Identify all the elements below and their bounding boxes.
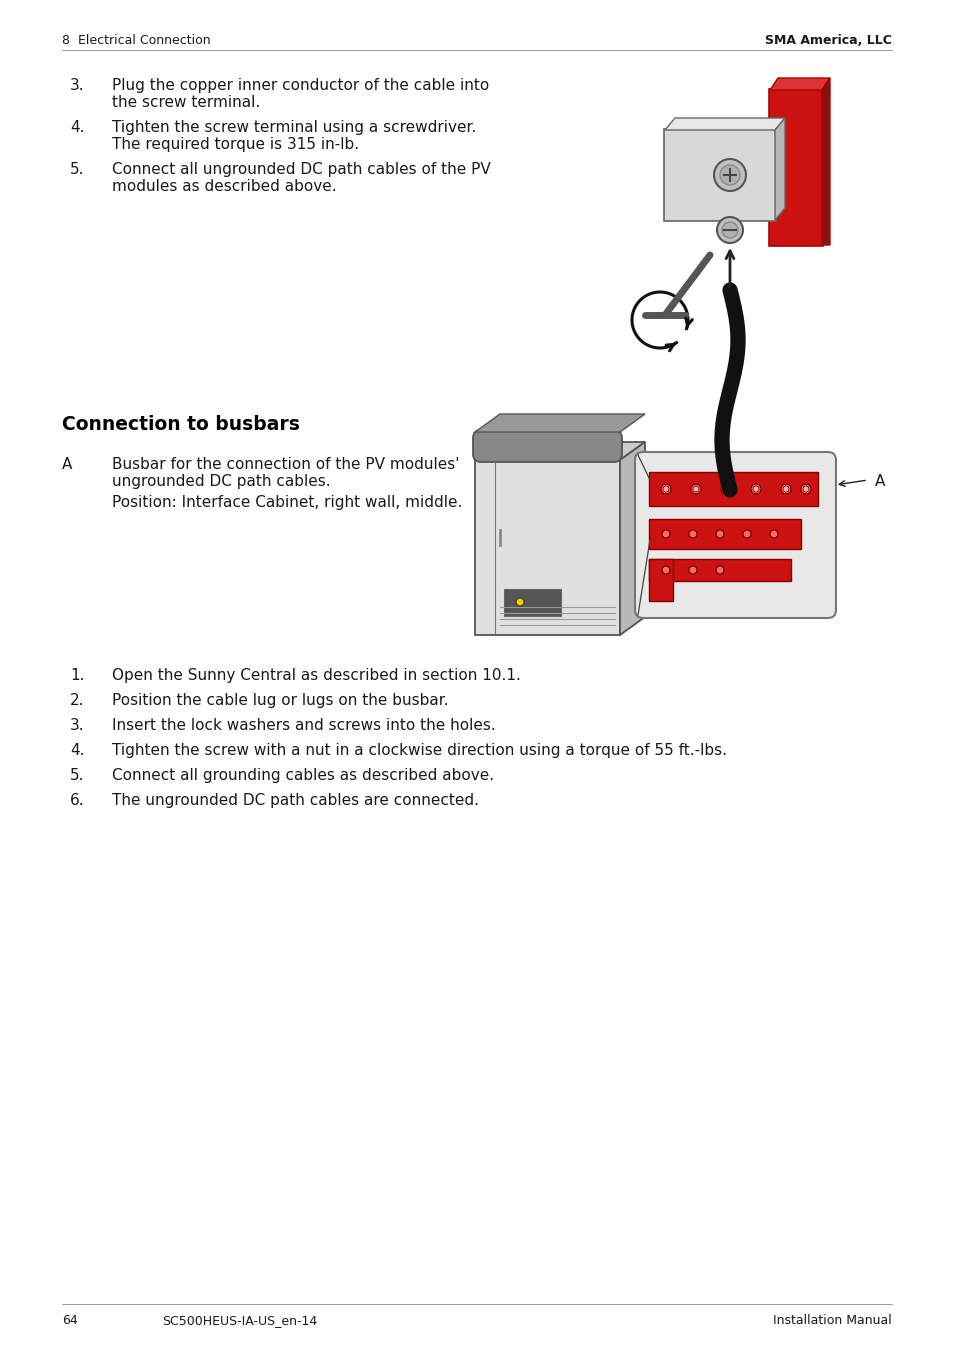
Text: 4.: 4. bbox=[70, 120, 85, 135]
Circle shape bbox=[750, 484, 760, 493]
Text: Installation Manual: Installation Manual bbox=[773, 1314, 891, 1328]
FancyBboxPatch shape bbox=[648, 558, 672, 602]
Circle shape bbox=[692, 485, 699, 492]
Text: 1.: 1. bbox=[70, 668, 85, 683]
FancyBboxPatch shape bbox=[648, 519, 801, 549]
Text: Busbar for the connection of the PV modules': Busbar for the connection of the PV modu… bbox=[112, 457, 459, 472]
FancyBboxPatch shape bbox=[663, 128, 775, 220]
FancyBboxPatch shape bbox=[648, 558, 790, 581]
Polygon shape bbox=[769, 78, 829, 91]
FancyBboxPatch shape bbox=[503, 589, 560, 617]
Text: A: A bbox=[874, 475, 884, 489]
Text: the screw terminal.: the screw terminal. bbox=[112, 95, 260, 110]
Text: Plug the copper inner conductor of the cable into: Plug the copper inner conductor of the c… bbox=[112, 78, 489, 93]
FancyBboxPatch shape bbox=[768, 89, 822, 246]
Circle shape bbox=[721, 222, 738, 238]
Circle shape bbox=[802, 485, 808, 492]
Polygon shape bbox=[475, 442, 644, 460]
FancyBboxPatch shape bbox=[648, 472, 817, 506]
FancyBboxPatch shape bbox=[473, 430, 621, 462]
Circle shape bbox=[690, 484, 700, 493]
Text: ungrounded DC path cables.: ungrounded DC path cables. bbox=[112, 475, 331, 489]
Polygon shape bbox=[619, 442, 644, 635]
FancyBboxPatch shape bbox=[475, 460, 619, 635]
Text: SMA America, LLC: SMA America, LLC bbox=[764, 34, 891, 47]
Circle shape bbox=[720, 484, 730, 493]
Text: 2.: 2. bbox=[70, 694, 85, 708]
Circle shape bbox=[716, 566, 723, 575]
Text: 64: 64 bbox=[62, 1314, 77, 1328]
Text: 3.: 3. bbox=[70, 78, 85, 93]
Polygon shape bbox=[774, 118, 784, 220]
Circle shape bbox=[661, 566, 669, 575]
Text: The required torque is 315 in‑lb.: The required torque is 315 in‑lb. bbox=[112, 137, 358, 151]
Polygon shape bbox=[821, 78, 829, 245]
Circle shape bbox=[688, 530, 697, 538]
Circle shape bbox=[722, 485, 728, 492]
Text: Open the Sunny Central as described in section 10.1.: Open the Sunny Central as described in s… bbox=[112, 668, 520, 683]
Text: The ungrounded DC path cables are connected.: The ungrounded DC path cables are connec… bbox=[112, 794, 478, 808]
Text: Insert the lock washers and screws into the holes.: Insert the lock washers and screws into … bbox=[112, 718, 496, 733]
FancyBboxPatch shape bbox=[635, 452, 835, 618]
Circle shape bbox=[516, 598, 523, 606]
Circle shape bbox=[723, 489, 735, 502]
Text: 6.: 6. bbox=[70, 794, 85, 808]
Circle shape bbox=[782, 485, 788, 492]
Text: Position: Interface Cabinet, right wall, middle.: Position: Interface Cabinet, right wall,… bbox=[112, 495, 462, 510]
Text: Tighten the screw with a nut in a clockwise direction using a torque of 55 ft.-l: Tighten the screw with a nut in a clockw… bbox=[112, 744, 726, 758]
Circle shape bbox=[752, 485, 759, 492]
Text: 3.: 3. bbox=[70, 718, 85, 733]
Circle shape bbox=[660, 484, 670, 493]
Text: A: A bbox=[62, 457, 72, 472]
Circle shape bbox=[661, 530, 669, 538]
Circle shape bbox=[716, 530, 723, 538]
Circle shape bbox=[713, 160, 745, 191]
Text: 5.: 5. bbox=[70, 768, 85, 783]
Circle shape bbox=[781, 484, 790, 493]
Text: Connect all ungrounded DC path cables of the PV: Connect all ungrounded DC path cables of… bbox=[112, 162, 490, 177]
Text: Connection to busbars: Connection to busbars bbox=[62, 415, 299, 434]
Text: Connect all grounding cables as described above.: Connect all grounding cables as describe… bbox=[112, 768, 494, 783]
Polygon shape bbox=[475, 414, 644, 433]
Text: modules as described above.: modules as described above. bbox=[112, 178, 336, 193]
Circle shape bbox=[801, 484, 810, 493]
Text: 8  Electrical Connection: 8 Electrical Connection bbox=[62, 34, 211, 47]
Text: SC500HEUS-IA-US_en-14: SC500HEUS-IA-US_en-14 bbox=[162, 1314, 317, 1328]
Text: 5.: 5. bbox=[70, 162, 85, 177]
Circle shape bbox=[717, 218, 742, 243]
Circle shape bbox=[688, 566, 697, 575]
Circle shape bbox=[742, 530, 750, 538]
Polygon shape bbox=[664, 118, 784, 130]
Text: Position the cable lug or lugs on the busbar.: Position the cable lug or lugs on the bu… bbox=[112, 694, 448, 708]
Text: 4.: 4. bbox=[70, 744, 85, 758]
Circle shape bbox=[769, 530, 778, 538]
Circle shape bbox=[720, 165, 740, 185]
Circle shape bbox=[662, 485, 668, 492]
Text: Tighten the screw terminal using a screwdriver.: Tighten the screw terminal using a screw… bbox=[112, 120, 476, 135]
